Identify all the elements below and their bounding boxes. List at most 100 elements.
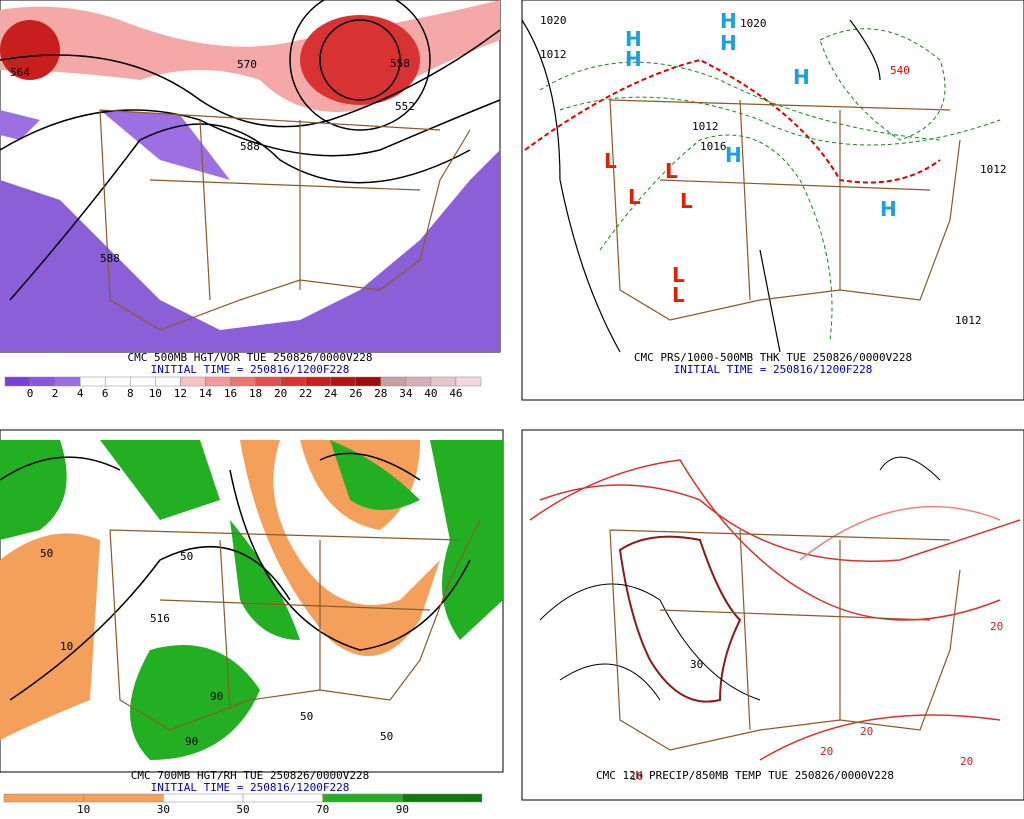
colorbar-swatch <box>79 376 106 387</box>
contour-label: H <box>880 197 897 221</box>
colorbar-label: 14 <box>199 387 213 400</box>
colorbar-swatch <box>180 376 206 387</box>
colorbar-label: 22 <box>299 387 312 400</box>
colorbar-label: 30 <box>157 803 170 816</box>
colorbar-label: 26 <box>349 387 362 400</box>
contour-label: L <box>672 263 685 287</box>
contour-label: L <box>628 185 641 209</box>
initial-time: INITIAL TIME = 250816/1200F228 <box>151 363 350 376</box>
colorbar-swatch <box>4 376 31 387</box>
contour-label: 20 <box>860 725 873 738</box>
contour-label: H <box>625 27 642 51</box>
colorbar-label: 10 <box>149 387 162 400</box>
contour-label: 1012 <box>540 48 567 61</box>
contour-label: 552 <box>395 100 415 113</box>
colorbar-swatch <box>280 376 306 387</box>
panel-caption: CMC PRS/1000-500MB THK TUE 250826/0000V2… <box>634 351 912 364</box>
borders <box>99 99 961 751</box>
colorbar-label: 40 <box>424 387 437 400</box>
colorbar-swatch <box>130 376 156 387</box>
contour-label: 540 <box>890 64 910 77</box>
colorbar-label: 34 <box>399 387 413 400</box>
contour-label: 90 <box>210 690 223 703</box>
colorbar-swatch <box>155 376 181 387</box>
colorbar-label: 46 <box>449 387 462 400</box>
contour-label: 20 <box>990 620 1003 633</box>
colorbar-swatch <box>305 376 331 387</box>
colorbar-label: 8 <box>127 387 134 400</box>
contour-label: 20 <box>960 755 973 768</box>
colorbar-swatch <box>330 376 356 387</box>
colorbar-swatch <box>83 793 164 803</box>
colorbar-swatch <box>230 376 256 387</box>
contour-label: 1020 <box>740 17 767 30</box>
panel-bl <box>0 429 504 773</box>
contour-label: H <box>720 9 737 33</box>
contour-label: 588 <box>240 140 260 153</box>
contour-label: 50 <box>40 547 53 560</box>
colorbar-swatch <box>402 793 483 803</box>
contour-label: H <box>625 47 642 71</box>
colorbar-label: 2 <box>52 387 59 400</box>
contour-label: L <box>665 159 678 183</box>
colorbar-swatch <box>405 376 432 387</box>
panel-caption: CMC 12H PRECIP/850MB TEMP TUE 250826/000… <box>596 769 894 782</box>
colorbar-swatch <box>29 376 56 387</box>
colorbar-swatch <box>455 376 482 387</box>
contour-label: 1020 <box>540 14 567 27</box>
contour-label: 20 <box>820 745 833 758</box>
contour-label: 570 <box>237 58 257 71</box>
colorbar-label: 12 <box>174 387 187 400</box>
colorbar-swatch <box>242 793 323 803</box>
colorbar-label: 90 <box>396 803 409 816</box>
contour-label: H <box>793 65 810 89</box>
contour-label: 90 <box>185 735 198 748</box>
contour-label: L <box>680 189 693 213</box>
colorbar-label: 16 <box>224 387 237 400</box>
contour-label: 588 <box>100 252 120 265</box>
colorbar-swatch <box>380 376 407 387</box>
contour-label: 30 <box>690 658 703 671</box>
contour-label: 516 <box>150 612 170 625</box>
initial-time: INITIAL TIME = 250816/1200F228 <box>674 363 873 376</box>
contour-label: 10 <box>630 770 643 783</box>
colorbar-swatch <box>163 793 244 803</box>
colorbar-swatch <box>322 793 403 803</box>
colorbar-label: 18 <box>249 387 262 400</box>
contour-label: 50 <box>300 710 313 723</box>
contour-label: L <box>672 283 685 307</box>
panel-caption: CMC 700MB HGT/RH TUE 250826/0000V228 <box>131 769 369 782</box>
colorbar-swatch <box>54 376 81 387</box>
colorbar-label: 10 <box>77 803 90 816</box>
colorbar-swatch <box>430 376 457 387</box>
colorbar-label: 6 <box>102 387 109 400</box>
contour-label: 1012 <box>980 163 1007 176</box>
contour-label: 50 <box>380 730 393 743</box>
initial-time: INITIAL TIME = 250816/1200F228 <box>151 781 350 794</box>
panel-br <box>521 429 1024 801</box>
colorbar-swatch <box>205 376 231 387</box>
colorbar-label: 20 <box>274 387 287 400</box>
contour-label: H <box>725 143 742 167</box>
colorbar-swatch <box>355 376 382 387</box>
contour-label: 1016 <box>700 140 727 153</box>
colorbar-label: 50 <box>236 803 249 816</box>
contour-label: L <box>604 149 617 173</box>
contour-label: 50 <box>180 550 193 563</box>
colorbar-label: 24 <box>324 387 338 400</box>
panel-caption: CMC 500MB HGT/VOR TUE 250826/0000V228 <box>127 351 372 364</box>
contour-label: 564 <box>10 66 30 79</box>
colorbar-label: 4 <box>77 387 84 400</box>
contour-label: 1012 <box>692 120 719 133</box>
contour-label: H <box>720 31 737 55</box>
colorbar-swatch <box>3 793 84 803</box>
colorbar-swatch <box>255 376 281 387</box>
colorbar-label: 70 <box>316 803 329 816</box>
colorbar-label: 28 <box>374 387 387 400</box>
panel-tr <box>521 0 1024 401</box>
panel-tl <box>0 0 501 353</box>
contour-label: 558 <box>390 57 410 70</box>
contour-label: 10 <box>60 640 73 653</box>
